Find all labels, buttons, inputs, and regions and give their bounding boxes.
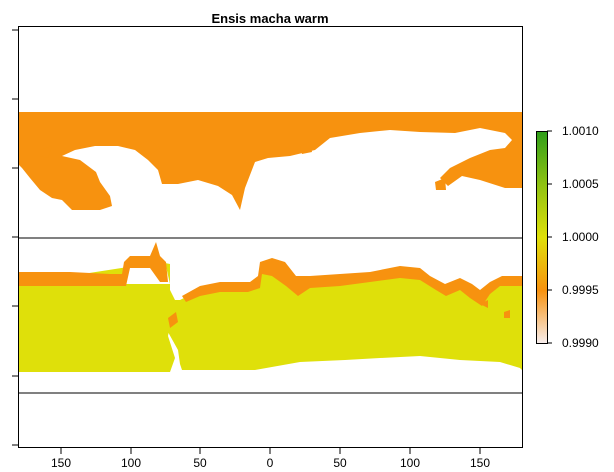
x-tick-label: 100 bbox=[399, 456, 421, 470]
x-tick-label: 50 bbox=[333, 456, 347, 470]
north-orange-band bbox=[18, 112, 522, 210]
x-tick-label: 0 bbox=[266, 456, 274, 470]
legend-colorbar bbox=[536, 131, 548, 344]
x-tick-label: 100 bbox=[120, 456, 142, 470]
legend-ticks bbox=[547, 130, 552, 344]
plot-area bbox=[18, 26, 522, 448]
legend-label: 1.0010 bbox=[562, 124, 599, 138]
legend-label: 1.0000 bbox=[562, 230, 599, 244]
south-orange-fringe bbox=[18, 242, 522, 306]
y-axis-ticks bbox=[12, 29, 18, 446]
south-yellow-band bbox=[18, 258, 522, 372]
x-tick-label: 150 bbox=[469, 456, 491, 470]
map-title: Ensis macha warm bbox=[211, 11, 329, 26]
legend-label: 0.9990 bbox=[562, 336, 599, 350]
x-tick-label: 50 bbox=[193, 456, 207, 470]
legend-label: 0.9995 bbox=[562, 283, 599, 297]
x-axis-ticks bbox=[60, 448, 481, 454]
x-tick-label: 150 bbox=[50, 456, 72, 470]
legend-label: 1.0005 bbox=[562, 177, 599, 191]
plot-frame bbox=[18, 26, 523, 448]
